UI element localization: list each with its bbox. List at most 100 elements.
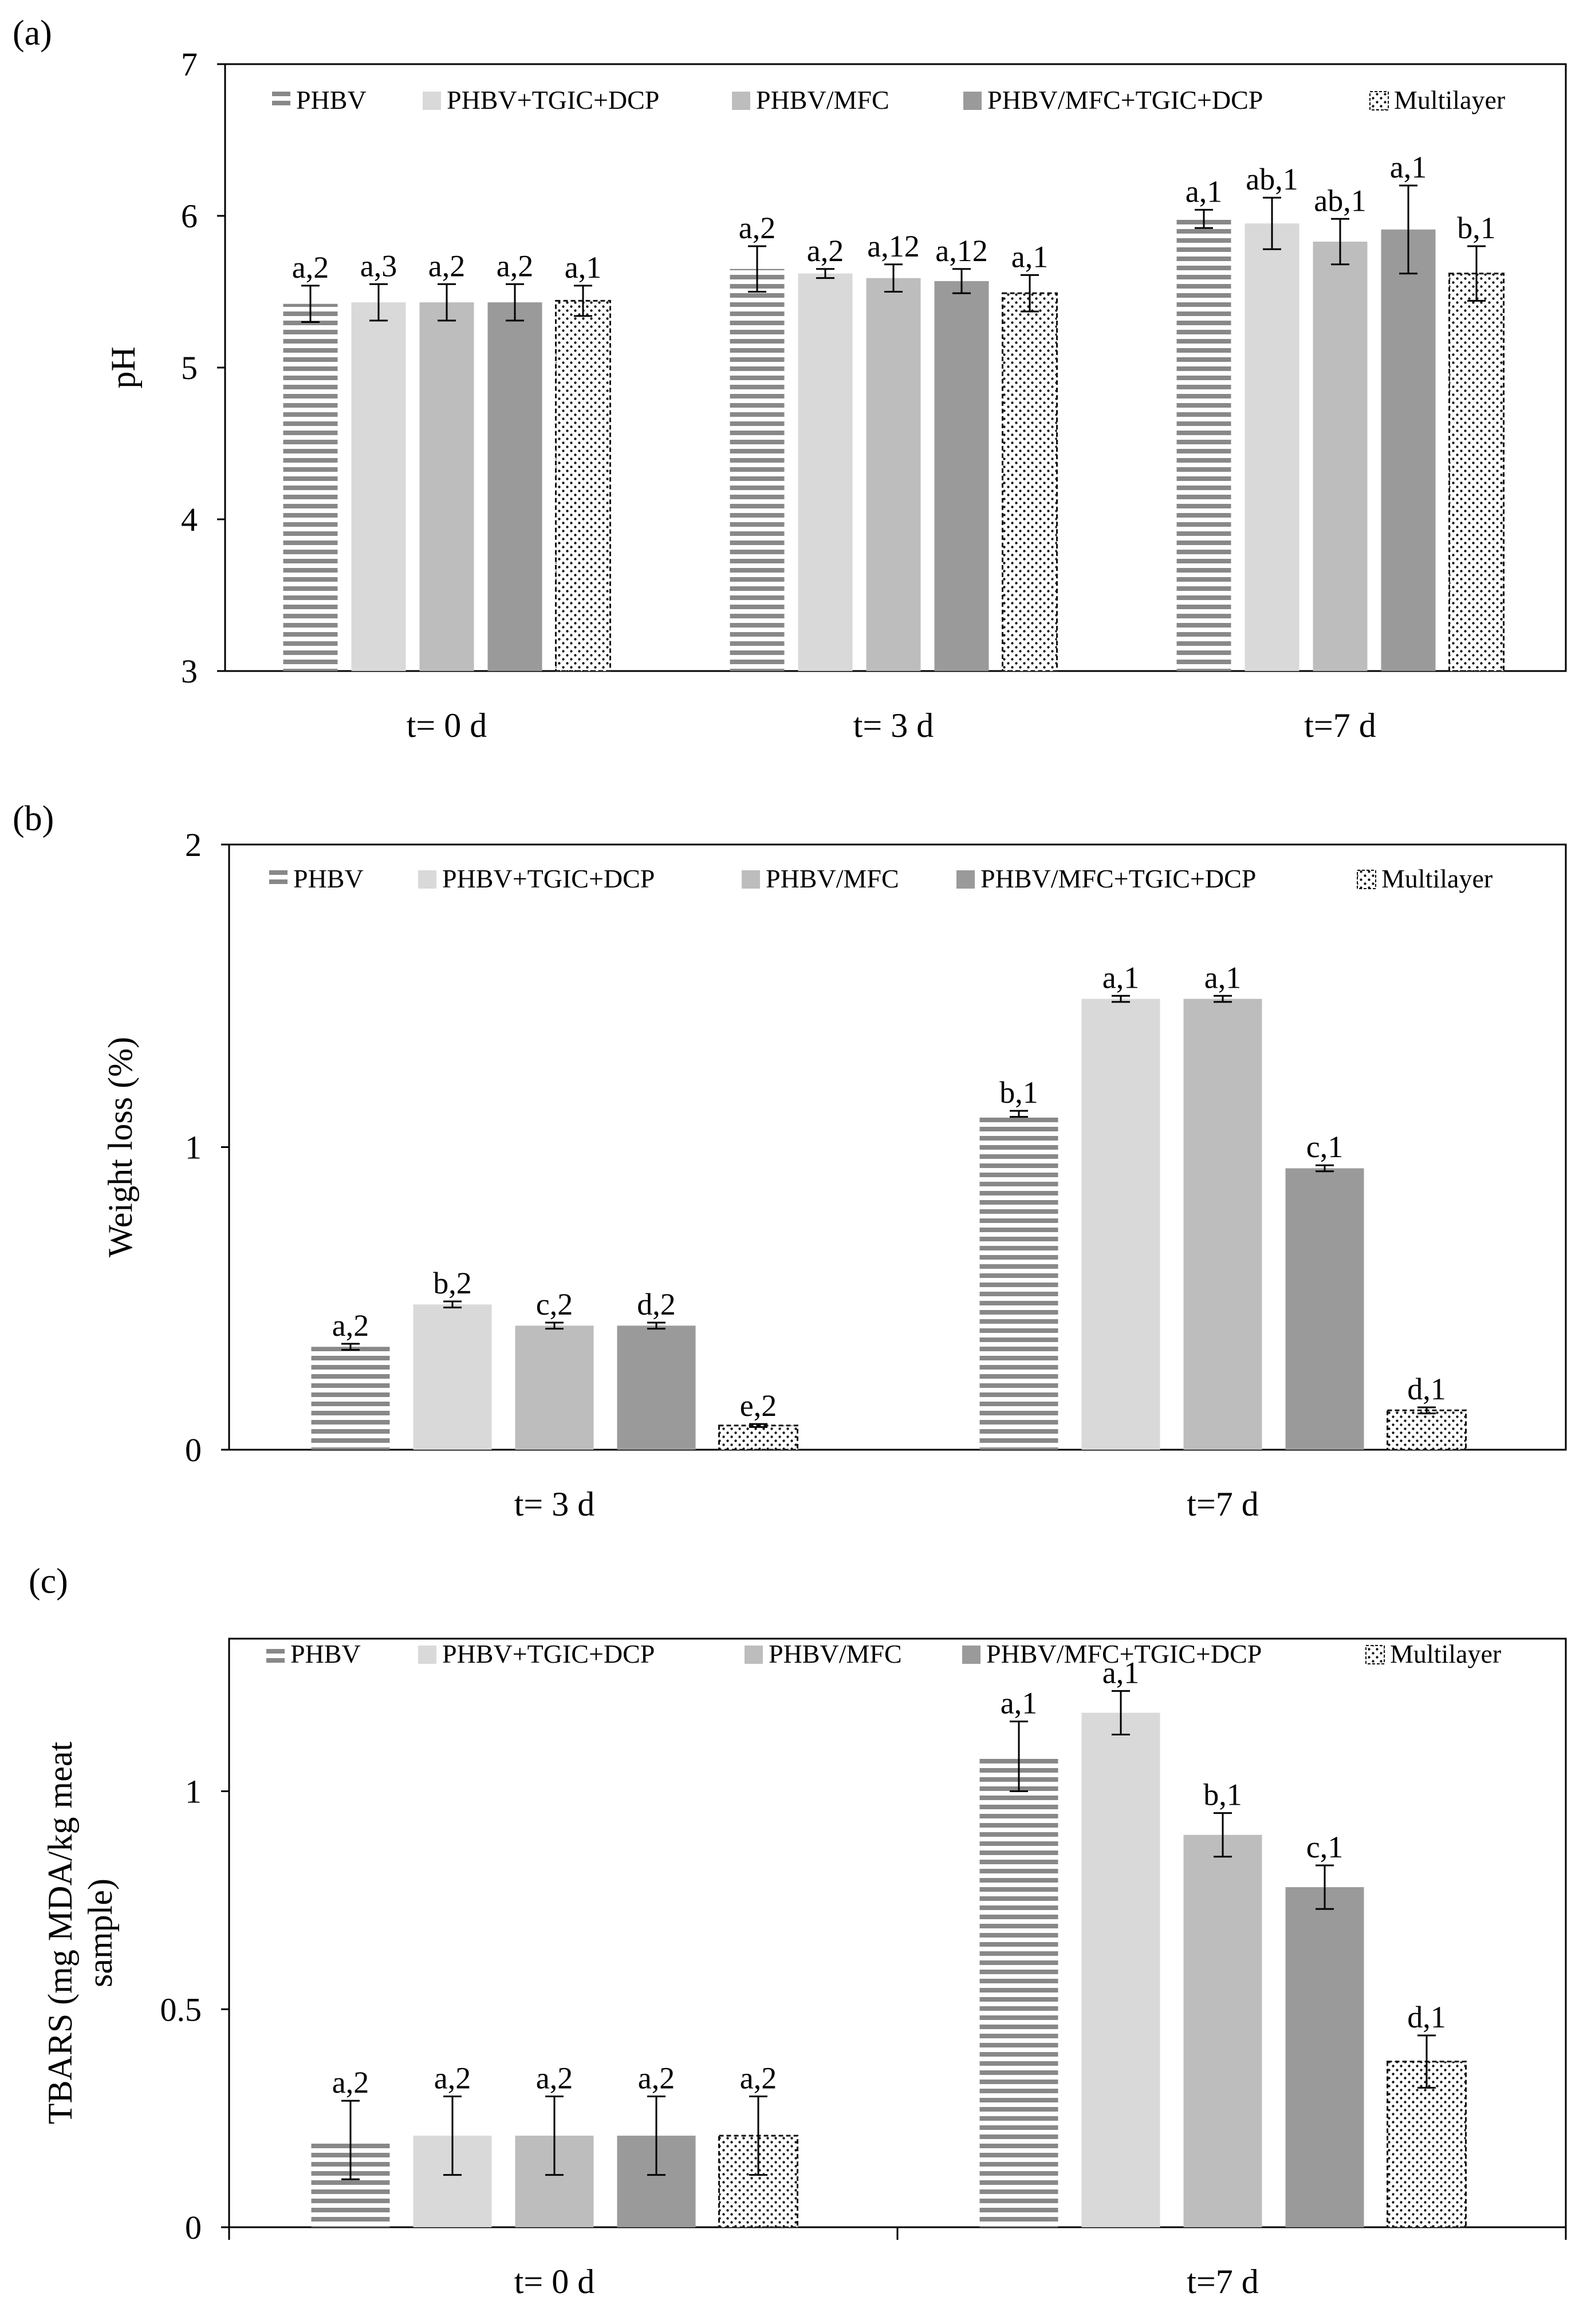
legend-swatch <box>1357 870 1376 889</box>
legend-label: PHBV/MFC+TGIC+DCP <box>987 85 1263 115</box>
x-category-label: t= 3 d <box>853 707 934 744</box>
bar-multilayer-0 <box>555 299 611 672</box>
bar-multilayer-1 <box>1387 1409 1467 1451</box>
error-bar <box>749 1423 767 1428</box>
y-tick-label: 1 <box>185 1129 202 1166</box>
data-label: a,2 <box>638 2061 675 2096</box>
panel-label: (b) <box>13 799 54 838</box>
bar-phbv-mfc-2 <box>1313 242 1368 671</box>
legend-label: Multilayer <box>1394 85 1505 115</box>
legend-swatch <box>423 92 441 110</box>
error-bar <box>816 268 834 279</box>
legend-swatch <box>1365 1645 1385 1664</box>
error-bar <box>301 285 320 323</box>
x-category-label: t=7 d <box>1187 1485 1259 1523</box>
data-label: ab,1 <box>1246 162 1298 196</box>
legend-label: PHBV/MFC <box>769 1639 902 1668</box>
error-bar <box>748 245 766 293</box>
y-tick-label: 6 <box>181 198 198 235</box>
legend-label: PHBV <box>293 864 364 893</box>
data-label: c,1 <box>1306 1130 1343 1164</box>
data-label: a,1 <box>1102 960 1139 995</box>
legend-label: PHBV <box>296 85 367 115</box>
legend-swatch <box>732 92 750 110</box>
error-bar <box>1467 245 1486 302</box>
y-tick-label: 0.5 <box>160 1991 202 2028</box>
y-tick-label: 0 <box>185 1431 202 1469</box>
error-bar <box>1112 995 1130 1003</box>
y-tick-label: 3 <box>181 653 198 690</box>
legend-label: PHBV <box>290 1639 361 1668</box>
bar-phbv-mfc-1 <box>1183 999 1262 1450</box>
data-label: b,1 <box>1457 211 1496 245</box>
data-label: a,2 <box>332 2065 369 2100</box>
data-label: a,1 <box>1102 1655 1139 1690</box>
bar-phbv-mfc-0 <box>419 302 474 671</box>
bar-phbv-tgic-dcp-1 <box>798 273 853 671</box>
legend: PHBV PHBV+TGIC+DCP PHBV/MFC PHBV/MFC+TGIC+D… <box>272 85 1505 115</box>
y-tick-label: 5 <box>181 349 198 386</box>
error-bar <box>1417 2034 1436 2089</box>
data-label: a,2 <box>536 2061 573 2096</box>
bar-multilayer-1 <box>1002 292 1058 672</box>
legend: PHBV PHBV+TGIC+DCP PHBV/MFC PHBV/MFC+TGIC+D… <box>269 864 1493 893</box>
bar-phbv-mfc-tgic-dcp-1 <box>1285 1887 1364 2227</box>
data-label: ab,1 <box>1314 183 1366 218</box>
legend-swatch <box>745 1646 763 1664</box>
legend-swatch <box>742 870 760 889</box>
y-axis-label: pH <box>104 346 142 388</box>
bar-phbv-0 <box>311 1347 390 1450</box>
error-bar <box>1021 274 1039 313</box>
error-bar <box>1316 1864 1334 1910</box>
data-label: a,2 <box>292 250 329 285</box>
y-tick-label: 7 <box>181 46 198 83</box>
bar-phbv-tgic-dcp-2 <box>1245 223 1299 671</box>
bar-multilayer-0 <box>718 1425 798 1451</box>
data-label: b,1 <box>999 1075 1038 1110</box>
legend-label: PHBV+TGIC+DCP <box>442 864 655 893</box>
error-bar <box>443 1300 462 1309</box>
bar-phbv-mfc-tgic-dcp-0 <box>617 1325 696 1450</box>
error-bar <box>341 2100 360 2180</box>
data-label: a,1 <box>565 250 601 285</box>
data-label: a,2 <box>807 234 844 268</box>
bar-phbv-mfc-tgic-dcp-2 <box>1381 229 1436 672</box>
error-bar <box>1112 1690 1130 1736</box>
bar-phbv-1 <box>979 1756 1058 2227</box>
data-label: d,1 <box>1407 2000 1446 2034</box>
error-bar <box>545 2096 564 2176</box>
x-category-label: t=7 d <box>1304 707 1376 744</box>
data-label: b,2 <box>433 1266 472 1300</box>
error-bar <box>1195 208 1213 229</box>
legend-swatch <box>1369 91 1389 111</box>
data-label: a,1 <box>1186 174 1222 208</box>
legend-swatch <box>962 1646 980 1664</box>
data-label: a,12 <box>867 229 919 263</box>
data-label: c,1 <box>1306 1830 1343 1864</box>
bar-phbv-mfc-tgic-dcp-0 <box>487 302 542 671</box>
bar-phbv-tgic-dcp-0 <box>351 302 406 671</box>
error-bar <box>1417 1406 1436 1415</box>
bar-phbv-1 <box>979 1114 1058 1450</box>
bar-phbv-mfc-tgic-dcp-1 <box>1285 1168 1364 1450</box>
data-label: a,2 <box>434 2061 471 2096</box>
error-bar <box>647 1321 665 1330</box>
legend-label: PHBV/MFC <box>766 864 899 893</box>
y-tick-label: 1 <box>185 1773 202 1810</box>
error-bar <box>1214 1812 1232 1858</box>
bar-phbv-tgic-dcp-1 <box>1081 999 1160 1450</box>
legend-label: PHBV/MFC <box>756 85 889 115</box>
error-bar <box>1214 995 1232 1003</box>
legend-label: PHBV+TGIC+DCP <box>442 1639 655 1668</box>
legend-label: Multilayer <box>1381 864 1493 893</box>
error-bar <box>1316 1164 1334 1173</box>
legend-label: PHBV+TGIC+DCP <box>447 85 659 115</box>
legend-swatch <box>272 92 290 110</box>
legend-label: PHBV/MFC+TGIC+DCP <box>980 864 1256 893</box>
data-label: e,2 <box>740 1388 777 1423</box>
x-category-label: t=7 d <box>1187 2263 1259 2301</box>
error-bar <box>1331 218 1349 266</box>
legend-swatch <box>418 1646 436 1664</box>
error-bar <box>952 268 971 294</box>
